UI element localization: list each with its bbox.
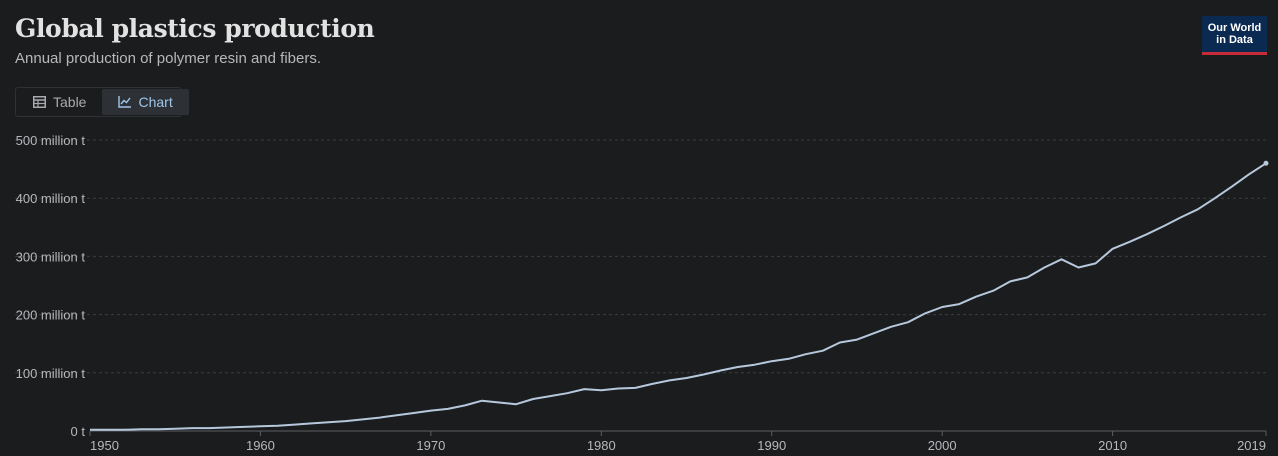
tab-table-label: Table: [53, 94, 87, 110]
x-tick-label: 1970: [416, 438, 445, 453]
view-tabs: Table Chart: [15, 87, 189, 117]
x-tick-label: 1990: [757, 438, 786, 453]
series-line: [90, 162, 1267, 431]
y-tick-label: 400 million t: [16, 191, 86, 206]
line-chart-icon: [118, 96, 132, 108]
x-tick-label: 2019: [1237, 438, 1266, 453]
x-tick-label: 2010: [1098, 438, 1127, 453]
line-chart: 0 t 100 million t 200 million t 300 million…: [15, 133, 1269, 453]
x-tick-label: 1980: [587, 438, 616, 453]
y-tick-label: 500 million t: [16, 133, 86, 148]
x-tick-label: 2000: [928, 438, 957, 453]
y-tick-label: 100 million t: [16, 366, 86, 381]
chart-subtitle: Annual production of polymer resin and f…: [15, 50, 322, 67]
tab-chart[interactable]: Chart: [102, 89, 189, 115]
chart-title: Global plastics production: [15, 14, 375, 43]
x-tick-label: 1950: [90, 438, 119, 453]
logo-line-2: in Data: [1216, 34, 1253, 46]
y-tick-label: 0 t: [71, 424, 86, 439]
x-tick-label: 1960: [246, 438, 275, 453]
tab-table[interactable]: Table: [17, 89, 102, 115]
tab-chart-label: Chart: [138, 94, 173, 110]
series-end-marker: [1263, 160, 1269, 166]
logo-line-1: Our World: [1207, 22, 1262, 34]
table-icon: [33, 96, 46, 108]
y-tick-label: 300 million t: [16, 249, 86, 264]
y-tick-label: 200 million t: [16, 308, 86, 323]
owid-logo[interactable]: Our World in Data: [1202, 16, 1267, 55]
